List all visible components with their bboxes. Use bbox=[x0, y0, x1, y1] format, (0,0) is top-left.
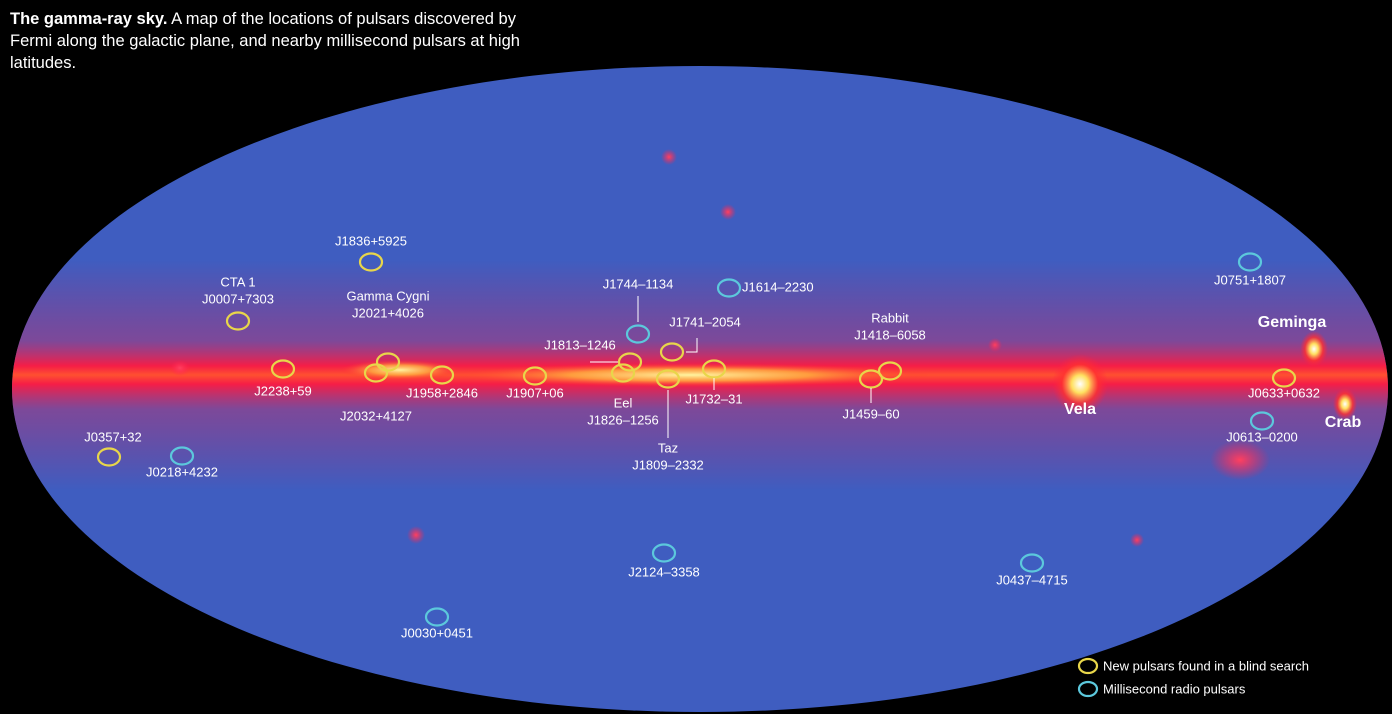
pulsar-name: J1809–2332 bbox=[632, 457, 704, 472]
header: The gamma-ray sky. A map of the location… bbox=[10, 8, 550, 74]
pulsar-name: J1614–2230 bbox=[742, 279, 814, 294]
legend-label: Millisecond radio pulsars bbox=[1103, 681, 1246, 696]
legend-marker bbox=[1079, 659, 1097, 673]
pulsar-alias: CTA 1 bbox=[220, 274, 255, 289]
pulsar-name: J1958+2846 bbox=[406, 385, 478, 400]
pulsar-name: J1813–1246 bbox=[544, 337, 616, 352]
pulsar-name: J2021+4026 bbox=[352, 305, 424, 320]
pulsar-name: J0613–0200 bbox=[1226, 429, 1298, 444]
landmark-label: Geminga bbox=[1258, 314, 1327, 331]
pulsar-name: J0030+0451 bbox=[401, 625, 473, 640]
pulsar-name: J1732–31 bbox=[685, 391, 742, 406]
pulsar-name: J1459–60 bbox=[842, 406, 899, 421]
pulsar-alias: Gamma Cygni bbox=[346, 288, 429, 303]
pulsar-name: J2238+59 bbox=[254, 383, 311, 398]
pulsar-name: J0633+0632 bbox=[1248, 385, 1320, 400]
page: J1836+5925 CTA 1 J0007+7303 Gamma Cygni J202… bbox=[0, 0, 1392, 714]
pulsar-alias: Eel bbox=[614, 395, 633, 410]
pulsar-name: J1907+06 bbox=[506, 385, 563, 400]
pulsar-alias: Rabbit bbox=[871, 310, 909, 325]
pulsar-name: J1418–6058 bbox=[854, 327, 926, 342]
pulsar-name: J0218+4232 bbox=[146, 464, 218, 479]
pulsar-name: J0751+1807 bbox=[1214, 272, 1286, 287]
landmark-label: Vela bbox=[1064, 401, 1096, 418]
pulsar-name: J0437–4715 bbox=[996, 572, 1068, 587]
title: The gamma-ray sky. bbox=[10, 10, 167, 28]
pulsar-name: J2124–3358 bbox=[628, 564, 700, 579]
pulsar-name: J1744–1134 bbox=[603, 276, 674, 291]
legend-label: New pulsars found in a blind search bbox=[1103, 658, 1309, 673]
pulsar-name: J0007+7303 bbox=[202, 291, 274, 306]
pulsar-name: J1741–2054 bbox=[669, 314, 741, 329]
sky-map: J1836+5925 CTA 1 J0007+7303 Gamma Cygni J202… bbox=[0, 0, 1392, 714]
pulsar-name: J1826–1256 bbox=[587, 412, 659, 427]
pulsar-name: J2032+4127 bbox=[340, 408, 412, 423]
pulsar-name: J0357+32 bbox=[84, 429, 141, 444]
pulsar-name: J1836+5925 bbox=[335, 233, 407, 248]
pulsar-alias: Taz bbox=[658, 440, 678, 455]
landmark-label: Crab bbox=[1325, 414, 1362, 431]
sky-background bbox=[0, 0, 1392, 714]
legend-marker bbox=[1079, 682, 1097, 696]
